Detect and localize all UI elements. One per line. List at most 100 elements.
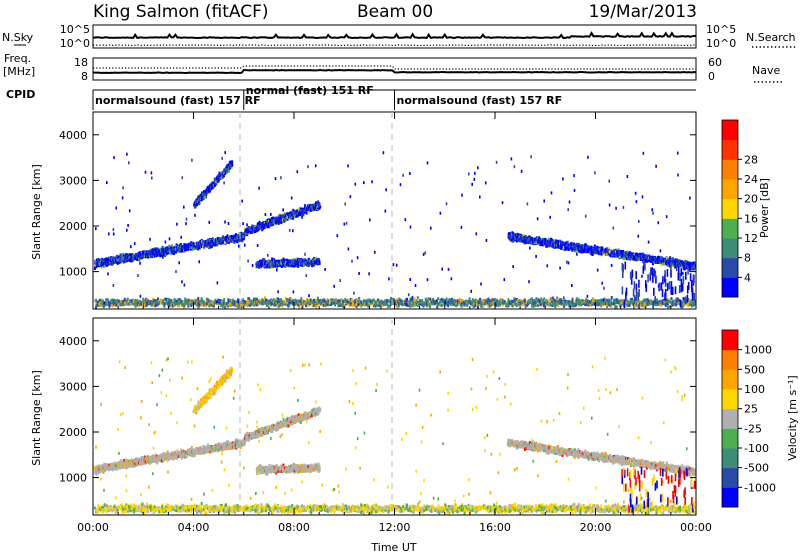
freq-unit-label: [MHz]	[3, 65, 35, 78]
nsearch-line	[93, 44, 697, 47]
echo-cell	[280, 221, 283, 225]
echo-cell	[171, 251, 174, 254]
echo-cell	[286, 212, 289, 216]
echo-cell	[220, 237, 223, 241]
echo-cell	[94, 266, 96, 270]
echo-cell	[124, 259, 127, 263]
echo-cell	[292, 215, 295, 219]
echo-cell	[221, 241, 224, 245]
echo-cell	[115, 303, 118, 307]
echo-cell	[267, 225, 270, 229]
echo-cell	[222, 235, 225, 239]
echo-cell	[151, 255, 154, 259]
date-title: 19/Mar/2013	[589, 2, 697, 22]
echo-cell	[105, 260, 108, 264]
echo-cell	[95, 261, 98, 264]
echo-cell	[168, 244, 171, 248]
echo-cell	[207, 238, 210, 242]
nsky-strip: N.Sky 10^5 10^0 10^5 10^0 N.Search	[2, 23, 796, 50]
echo-cell	[307, 211, 310, 214]
freq-label: Freq.	[4, 52, 31, 65]
echo-cell	[629, 257, 632, 261]
echo-cell	[158, 252, 161, 256]
echo-cell	[296, 211, 299, 215]
echo-cell	[154, 251, 156, 254]
echo-cell	[111, 258, 114, 262]
echo-cell	[164, 254, 167, 258]
nsky-label: N.Sky	[2, 31, 34, 44]
echo-cell	[268, 222, 270, 226]
echo-cell	[231, 160, 234, 164]
nave-line	[93, 65, 696, 70]
freq-line	[92, 68, 697, 75]
echo-cell	[116, 258, 119, 262]
echo-cell	[273, 220, 276, 224]
echo-cell	[230, 239, 233, 243]
beam-title: Beam 00	[357, 2, 433, 22]
echo-cell	[111, 257, 114, 260]
echo-cell	[166, 251, 169, 255]
echo-cell	[298, 207, 301, 211]
echo-cell	[299, 213, 302, 217]
echo-cell	[227, 169, 230, 173]
echo-cell	[147, 255, 150, 259]
echo-cell	[213, 242, 216, 246]
echo-cell	[97, 258, 100, 261]
nave-label: Nave	[752, 64, 780, 77]
echo-cell	[111, 262, 114, 266]
echo-cell	[275, 220, 278, 223]
echo-cell	[242, 235, 245, 238]
echo-cell	[154, 247, 157, 251]
power-echo-cells	[94, 151, 696, 310]
echo-cell	[224, 240, 226, 244]
echo-cell	[286, 217, 289, 221]
echo-cell	[115, 254, 118, 258]
echo-cell	[126, 256, 129, 260]
echo-cell	[292, 208, 295, 212]
echo-cell	[261, 228, 264, 232]
nsearch-tick-top: 10^5	[706, 23, 736, 36]
echo-cell	[138, 257, 140, 260]
echo-cell	[174, 245, 177, 249]
freq-tick-bottom: 8	[81, 70, 88, 83]
echo-cell	[97, 262, 100, 266]
echo-cell	[179, 249, 182, 253]
echo-cell	[204, 244, 207, 247]
echo-cell	[223, 239, 226, 243]
echo-cell	[260, 224, 263, 228]
echo-cell	[265, 220, 268, 223]
echo-cell	[116, 261, 119, 265]
echo-cell	[141, 253, 144, 257]
echo-cell	[318, 260, 321, 264]
echo-cell	[161, 245, 164, 249]
echo-cell	[289, 211, 292, 215]
nsearch-label: N.Search	[746, 31, 796, 44]
nsky-tick-bottom: 10^0	[60, 37, 90, 50]
echo-cell	[129, 258, 132, 262]
echo-cell	[98, 262, 101, 266]
echo-cell	[162, 251, 165, 255]
echo-cell	[161, 248, 164, 252]
echo-cell	[170, 248, 173, 252]
echo-cell	[290, 214, 293, 218]
echo-cell	[250, 230, 253, 234]
echo-cell	[242, 237, 245, 241]
echo-cell	[235, 234, 238, 238]
nave-tick-bottom: 0	[708, 70, 715, 83]
echo-cell	[162, 253, 165, 257]
echo-cell	[207, 245, 210, 249]
echo-cell	[243, 232, 246, 235]
echo-cell	[112, 256, 115, 260]
echo-cell	[149, 249, 152, 253]
nave-tick-top: 60	[708, 56, 722, 69]
echo-cell	[102, 259, 105, 263]
echo-cell	[219, 240, 221, 243]
echo-cell	[238, 238, 241, 242]
echo-cell	[226, 235, 229, 239]
echo-cell	[258, 220, 261, 224]
echo-cell	[122, 253, 125, 257]
